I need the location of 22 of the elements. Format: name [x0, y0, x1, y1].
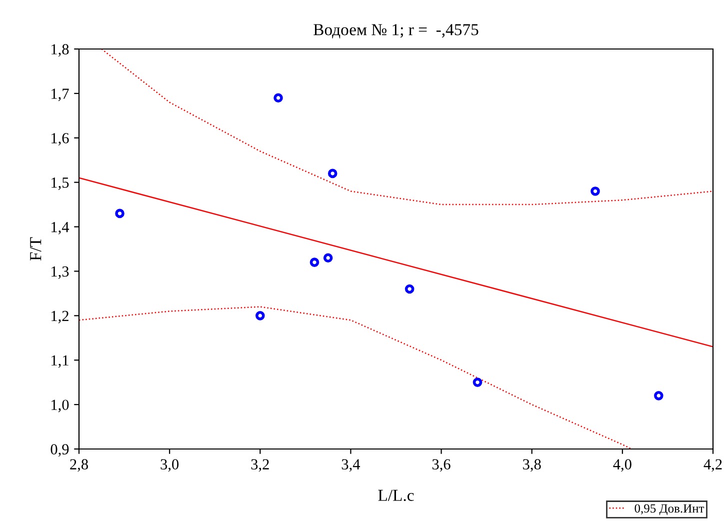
x-tick-label: 3,4	[342, 459, 360, 472]
legend-label: 0,95 Дов.Инт	[634, 504, 704, 516]
x-tick-label: 3,0	[160, 459, 179, 472]
y-tick-label: 1,8	[52, 44, 69, 57]
y-tick-label: 1,7	[52, 88, 69, 102]
y-tick-label: 1,0	[52, 400, 69, 412]
x-axis-title: L/L.c	[378, 490, 414, 502]
x-tick-label: 4,2	[704, 459, 722, 472]
y-tick-label: 1,5	[52, 178, 69, 190]
y-tick-label: 1,1	[52, 355, 68, 368]
y-axis-title: F/T	[30, 237, 42, 261]
y-tick-label: 1,4	[52, 222, 70, 234]
x-tick-label: 3,6	[432, 459, 450, 472]
x-tick-label: 2,8	[70, 459, 88, 472]
x-tick-label: 4,0	[613, 459, 632, 472]
y-tick-label: 1,6	[52, 133, 69, 146]
y-tick-label: 0,9	[50, 444, 69, 457]
y-tick-label: 1,3	[52, 266, 69, 279]
chart-title: Водоем № 1; r = -,4575	[314, 24, 478, 38]
x-tick-label: 3,8	[523, 459, 541, 472]
x-tick-label: 3,2	[251, 459, 269, 472]
y-tick-label: 1,2	[52, 310, 68, 324]
